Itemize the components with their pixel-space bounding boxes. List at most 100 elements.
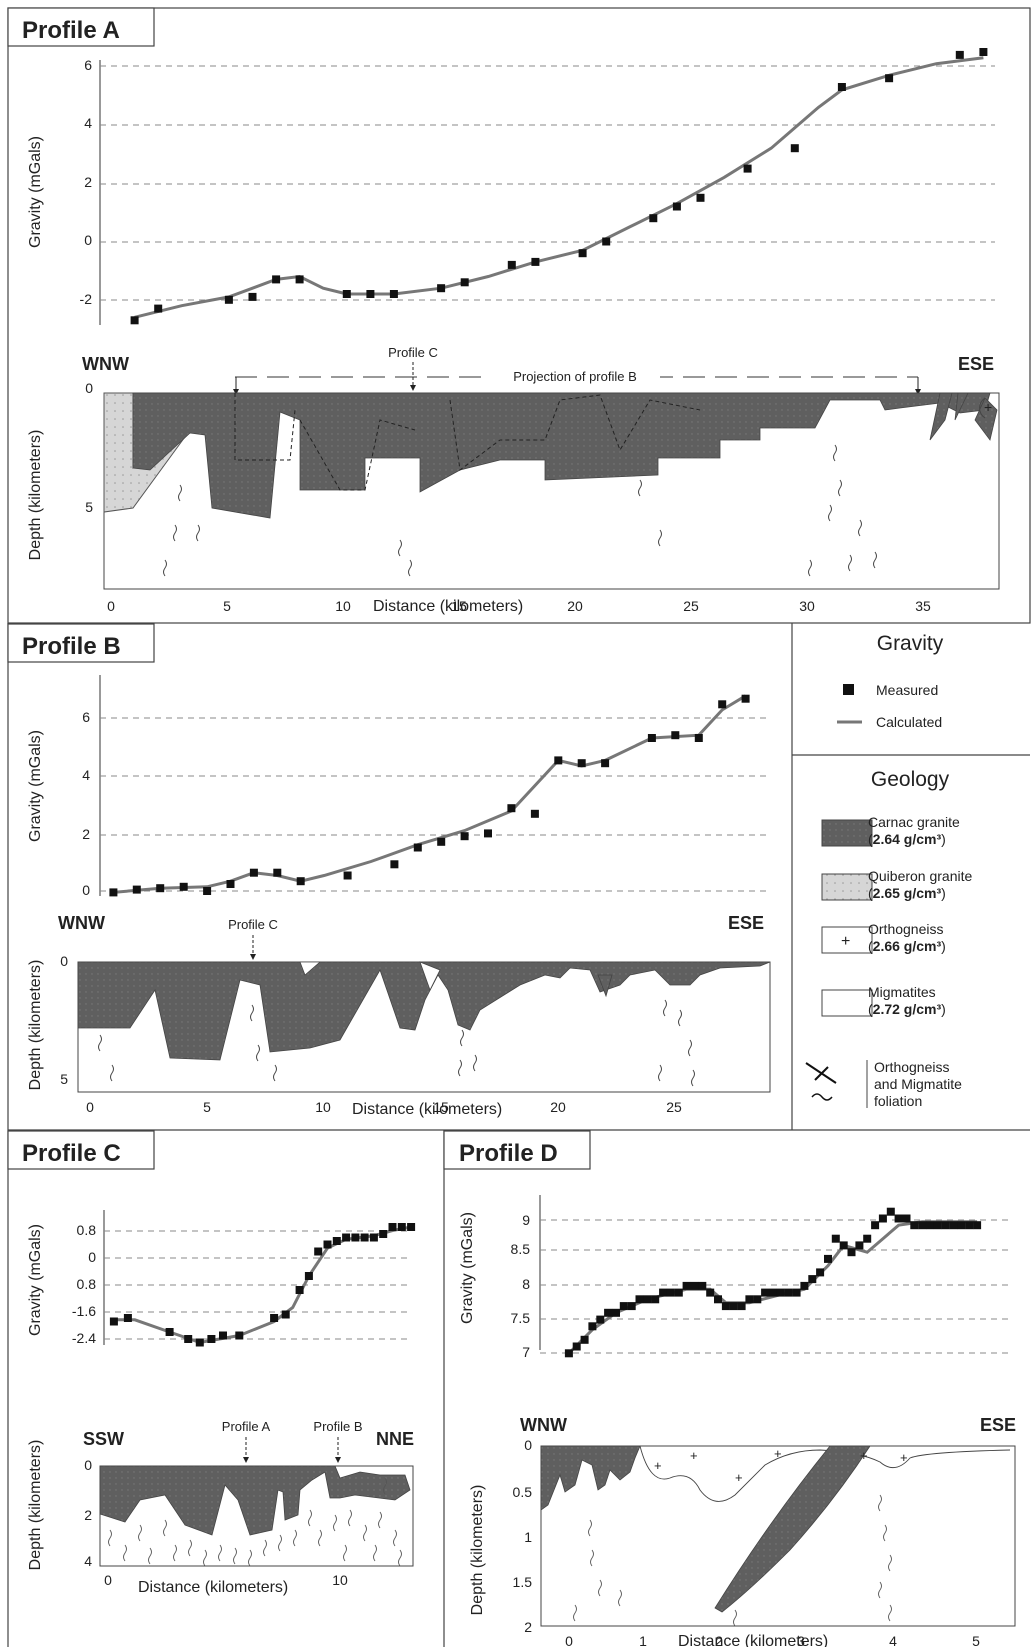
legend-foliation-line2: and Migmatite (874, 1076, 962, 1092)
measured-point (314, 1247, 323, 1256)
measured-point (207, 1335, 216, 1343)
svg-text:15: 15 (433, 1099, 449, 1115)
pc-foliation-marks (108, 1477, 402, 1567)
pb-measured-points (109, 694, 750, 897)
carnac-granite-c (99, 1465, 411, 1536)
measured-point (824, 1254, 832, 1263)
profile-a-title: Profile A (22, 17, 120, 44)
pc-right-dir: NNE (376, 1429, 414, 1449)
svg-text:+: + (900, 1450, 908, 1465)
legend-carnac-name: Carnac granite (868, 814, 960, 830)
measured-point (612, 1308, 620, 1317)
measured-point (816, 1268, 825, 1277)
measured-point (224, 295, 233, 304)
pc-profile-b-annotation: Profile B (313, 1419, 362, 1434)
pd-foliation-marks (573, 1494, 892, 1627)
pd-right-dir: ESE (980, 1415, 1016, 1435)
measured-point (184, 1335, 193, 1343)
pb-gridlines (100, 717, 770, 892)
measured-point (790, 144, 799, 153)
orthogneiss-plus-marks: + + + + + + (654, 1446, 908, 1485)
measured-point (973, 1221, 982, 1230)
svg-text:2: 2 (82, 826, 90, 842)
svg-text:1: 1 (524, 1529, 532, 1545)
profile-b-section: WNW ESE Profile C Depth (kilometers) 0 5… (27, 913, 771, 1118)
measured-point (156, 884, 165, 893)
svg-text:0: 0 (524, 1437, 532, 1453)
profile-a-gravity-ylabel: Gravity (mGals) (27, 136, 44, 248)
measured-point (808, 1275, 817, 1284)
measured-point (601, 759, 610, 768)
svg-text:5: 5 (60, 1071, 68, 1087)
pc-xlabel: Distance (kilometers) (138, 1579, 288, 1596)
measured-point (886, 1207, 895, 1216)
pa-xlabel: Distance (kilometers) (373, 598, 523, 615)
measured-point (413, 843, 422, 852)
measured-point (109, 1317, 118, 1326)
legend-geology-title: Geology (871, 768, 950, 791)
measured-point (165, 1328, 174, 1336)
title-boxes: Profile A Profile B Profile C Profile D (7, 7, 591, 1170)
svg-text:6: 6 (82, 709, 90, 725)
svg-text:0: 0 (84, 1457, 92, 1473)
legend-foliation-line1: Orthogneiss (874, 1059, 949, 1075)
orthogneiss-symbol-a: + (984, 399, 992, 415)
measured-point (666, 1288, 675, 1297)
pa-ytick-neg2: -2 (80, 291, 93, 307)
legend-migmatites-density-line: (2.72 g/cm³) (868, 1001, 946, 1017)
svg-text:8.5: 8.5 (511, 1241, 531, 1257)
svg-text:0: 0 (107, 598, 115, 614)
svg-text:5: 5 (972, 1633, 980, 1647)
measured-point (109, 888, 118, 897)
svg-text:10: 10 (332, 1572, 348, 1588)
pd-xlabel: Distance (kilometers) (678, 1633, 828, 1647)
measured-point (390, 860, 399, 869)
measured-point (761, 1288, 770, 1297)
measured-point (123, 1314, 132, 1322)
measured-point (226, 880, 235, 888)
measured-point (248, 292, 257, 301)
measured-point (379, 1230, 388, 1238)
measured-point (659, 1288, 668, 1297)
measured-point (910, 1221, 919, 1230)
measured-point (672, 202, 681, 211)
pb-profile-c-annotation: Profile C (228, 917, 278, 932)
legend-carnac-density-line: (2.64 g/cm³) (868, 831, 946, 847)
measured-point (596, 1315, 605, 1324)
svg-text:0.5: 0.5 (513, 1484, 533, 1500)
svg-text:3: 3 (797, 1633, 805, 1647)
foliation-wave-icon (811, 1093, 833, 1101)
measured-point (926, 1221, 934, 1230)
measured-point (507, 260, 516, 269)
measured-point (437, 837, 446, 846)
svg-text:7: 7 (522, 1344, 530, 1360)
measured-point (304, 1272, 313, 1280)
pa-depth-ylabel: Depth (kilometers) (27, 430, 44, 561)
measured-point (272, 275, 281, 284)
svg-text:4: 4 (889, 1633, 897, 1647)
pa-left-dir: WNW (82, 354, 129, 374)
pd-measured-points (564, 1207, 982, 1358)
measured-point (235, 1331, 244, 1340)
measured-point (979, 48, 988, 56)
measured-point (878, 1214, 887, 1223)
measured-point (690, 1281, 699, 1290)
svg-text:0: 0 (86, 1099, 94, 1115)
measured-point (965, 1221, 974, 1230)
measured-point (460, 832, 469, 841)
legend-migmatites-swatch (821, 989, 873, 1017)
profile-a-gravity-chart: Gravity (mGals) 6 4 2 0 -2 (27, 48, 995, 325)
profile-b-title: Profile B (22, 633, 121, 660)
pb-calculated-line (113, 694, 747, 894)
orthogneiss-d-outline (639, 1445, 1011, 1502)
measured-point (776, 1288, 785, 1297)
measured-point (831, 1234, 840, 1243)
svg-text:0: 0 (82, 882, 90, 898)
measured-point (769, 1288, 777, 1297)
measured-point (902, 1214, 911, 1223)
measured-point (694, 734, 703, 742)
measured-point (800, 1281, 809, 1290)
measured-point (273, 868, 282, 877)
measured-point (696, 193, 705, 202)
measured-point (281, 1310, 290, 1319)
